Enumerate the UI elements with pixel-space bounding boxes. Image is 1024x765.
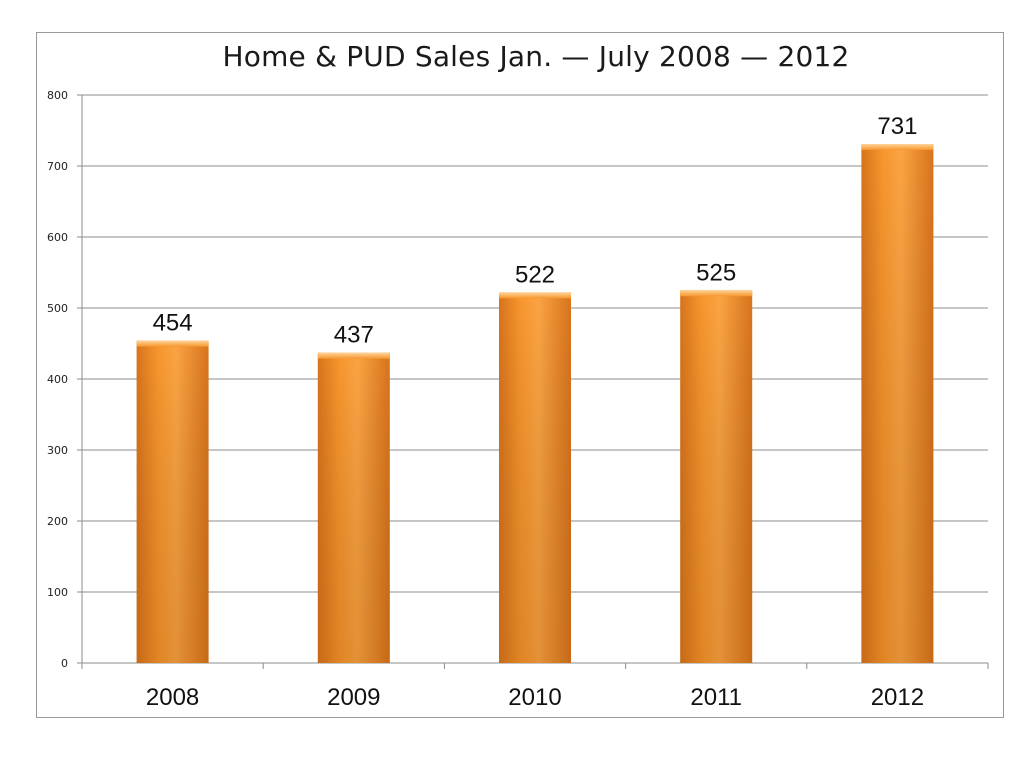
data-label-2009: 437	[334, 322, 374, 349]
bars	[136, 143, 934, 664]
bar-shade-2009	[317, 352, 390, 663]
bar-shade-2012	[861, 143, 934, 664]
y-tick-label: 700	[47, 160, 68, 173]
labels: 454 2008 437 2009 522 2010 525 2011 731 2012	[146, 113, 924, 711]
bar-cap-2009	[317, 352, 390, 359]
chart-title: Home & PUD Sales Jan. — July 2008 — 2012	[222, 40, 850, 73]
bar-cap-2010	[499, 292, 571, 299]
data-label-2008: 454	[153, 310, 193, 337]
y-tick-label: 200	[47, 515, 68, 528]
y-tick-label: 500	[47, 302, 68, 315]
data-label-2011: 525	[696, 259, 736, 286]
x-tick-label-2008: 2008	[146, 684, 199, 711]
bar-cap-2012	[861, 143, 934, 150]
data-label-2010: 522	[515, 261, 555, 288]
bar-cap-2011	[680, 290, 753, 297]
bar-cap-2008	[136, 340, 209, 347]
x-tick-label-2012: 2012	[871, 684, 924, 711]
data-label-2012: 731	[877, 113, 917, 140]
x-tick-label-2010: 2010	[508, 684, 561, 711]
y-tick-label: 300	[47, 444, 68, 457]
bar-shade-2011	[680, 290, 753, 663]
x-tick-label-2009: 2009	[327, 684, 380, 711]
y-tick-label: 800	[47, 89, 68, 102]
bar-shade-2010	[499, 292, 571, 663]
y-tick-label: 600	[47, 231, 68, 244]
y-tick-label: 100	[47, 586, 68, 599]
bar-shade-2008	[136, 340, 209, 663]
y-tick-label: 0	[61, 657, 68, 670]
y-tick-label: 400	[47, 373, 68, 386]
x-tick-label-2011: 2011	[690, 684, 742, 711]
